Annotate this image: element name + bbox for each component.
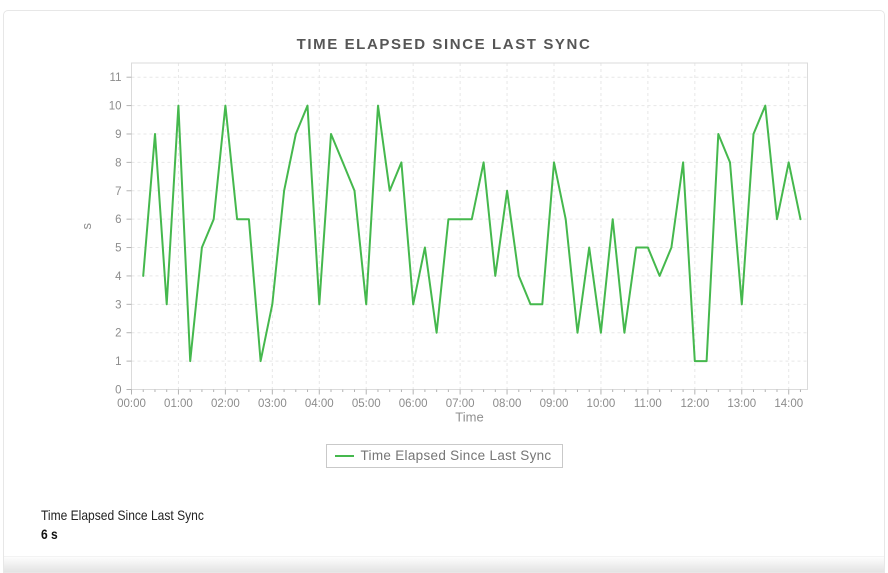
x-tick-label: 07:00 — [446, 398, 475, 410]
legend-label: Time Elapsed Since Last Sync — [360, 448, 552, 463]
x-tick-label: 08:00 — [493, 398, 522, 410]
x-tick-label: 10:00 — [587, 398, 616, 410]
x-tick-label: 12:00 — [680, 398, 709, 410]
axis-ticks — [126, 76, 801, 395]
y-tick-label: 6 — [115, 214, 121, 226]
x-tick-label: 14:00 — [774, 398, 803, 410]
x-tick-label: 04:00 — [305, 398, 334, 410]
x-tick-label: 11:00 — [634, 398, 662, 410]
tick-labels: 0 1 2 3 4 5 6 7 8 9 10 11 00:00 01:00 02:00 03:00 04:00 0… — [109, 72, 803, 410]
widget-card: TIME ELAPSED SINCE LAST SYNC 0 1 2 3 4 5 6 7 8 9 1… — [3, 10, 885, 573]
x-tick-label: 09:00 — [540, 398, 569, 410]
x-tick-label: 05:00 — [352, 398, 381, 410]
current-value-summary: Time Elapsed Since Last Sync 6 s — [41, 506, 204, 544]
y-tick-label: 0 — [115, 385, 121, 397]
y-tick-label: 4 — [115, 271, 122, 283]
series-line-time-elapsed — [142, 104, 802, 363]
x-axis-title: Time — [455, 410, 483, 425]
x-tick-label: 02:00 — [211, 398, 240, 410]
y-tick-label: 3 — [115, 299, 121, 311]
y-tick-label: 8 — [115, 157, 121, 169]
legend-item-time-elapsed[interactable]: Time Elapsed Since Last Sync — [325, 444, 563, 468]
y-tick-label: 11 — [110, 72, 122, 84]
sync-time-chart[interactable]: 0 1 2 3 4 5 6 7 8 9 10 11 00:00 01:00 02:00 03:00 04:00 0… — [1, 1, 888, 431]
x-tick-label: 01:00 — [164, 398, 193, 410]
grid-lines — [131, 63, 808, 390]
y-axis-title: s — [79, 223, 94, 230]
chart-title: TIME ELAPSED SINCE LAST SYNC — [296, 36, 592, 53]
legend-row: Time Elapsed Since Last Sync — [4, 444, 884, 468]
plot-border — [131, 62, 808, 390]
y-tick-label: 9 — [115, 129, 121, 141]
legend-line-swatch — [334, 454, 354, 457]
y-tick-label: 5 — [115, 243, 121, 255]
x-tick-label: 13:00 — [727, 398, 756, 410]
x-tick-label: 06:00 — [399, 398, 428, 410]
y-tick-label: 10 — [109, 101, 122, 113]
footer-gradient-bar — [4, 556, 884, 572]
x-tick-label: 00:00 — [117, 398, 146, 410]
y-tick-label: 1 — [115, 356, 121, 368]
y-tick-label: 7 — [115, 186, 121, 198]
summary-value: 6 s — [41, 526, 58, 542]
y-tick-label: 2 — [115, 328, 121, 340]
x-tick-label: 03:00 — [258, 398, 287, 410]
summary-label: Time Elapsed Since Last Sync — [41, 507, 204, 523]
